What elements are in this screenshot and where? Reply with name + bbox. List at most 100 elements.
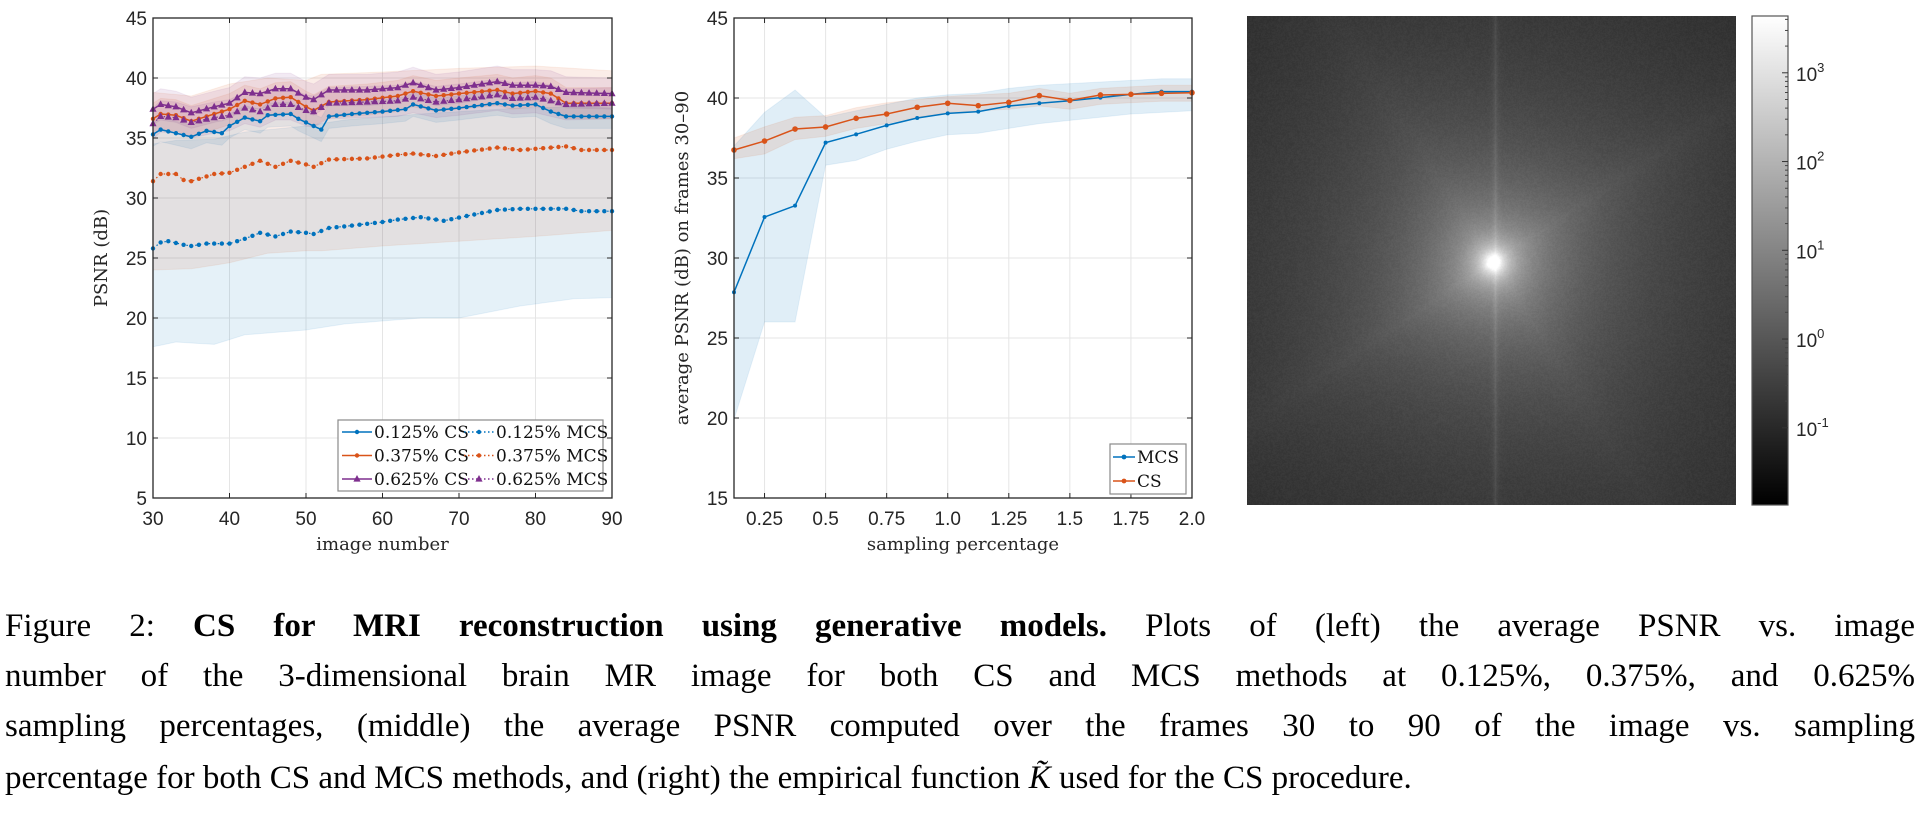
data-point: [212, 129, 217, 135]
data-point: [410, 215, 416, 221]
data-point: [547, 96, 555, 104]
data-point: [395, 107, 400, 113]
data-point: [311, 164, 316, 169]
data-point: [326, 157, 332, 162]
data-point: [525, 147, 531, 152]
data-point: [265, 232, 270, 237]
data-point: [579, 209, 584, 214]
data-point: [456, 105, 462, 111]
data-point: [409, 93, 417, 100]
data-point: [242, 236, 247, 241]
data-point: [271, 84, 279, 92]
data-point: [386, 97, 394, 104]
data-point: [210, 113, 218, 121]
data-point: [187, 108, 195, 116]
caption-line-4: percentage for both CS and MCS methods, …: [5, 758, 1915, 798]
data-point: [349, 156, 355, 162]
data-point: [265, 113, 270, 118]
empirical-function-k-heatmap: [1247, 16, 1736, 505]
data-point: [487, 146, 492, 151]
middle-x-tick-label: 0.25: [746, 509, 783, 530]
data-point: [792, 126, 798, 132]
data-point: [265, 99, 270, 104]
data-point: [478, 80, 486, 87]
data-point: [426, 216, 431, 221]
data-point: [472, 103, 477, 109]
data-point: [180, 105, 188, 113]
data-point: [594, 209, 599, 214]
data-point: [823, 140, 828, 145]
caption-text: used for the CS procedure.: [1058, 760, 1412, 796]
data-point: [556, 206, 561, 211]
colorbar-scale: [1751, 15, 1789, 506]
data-point: [502, 207, 508, 212]
data-point: [486, 91, 494, 99]
data-point: [479, 102, 485, 108]
data-point: [189, 243, 194, 249]
left-x-tick-label: 50: [295, 509, 316, 530]
data-point: [166, 239, 171, 244]
data-point: [196, 242, 202, 247]
data-point: [371, 97, 379, 105]
left-y-axis-label: PSNR (dB): [91, 209, 112, 307]
data-point: [365, 156, 370, 161]
data-point: [355, 98, 364, 105]
data-point: [403, 107, 408, 112]
data-point: [424, 96, 432, 103]
data-point: [944, 100, 951, 107]
data-point: [525, 89, 531, 95]
data-point: [577, 100, 585, 107]
data-point: [579, 147, 584, 153]
data-point: [334, 225, 339, 230]
data-point: [441, 93, 446, 98]
data-point: [210, 102, 218, 110]
data-point: [395, 93, 400, 99]
data-point: [401, 81, 410, 88]
data-point: [602, 147, 607, 153]
left-y-tick-label: 5: [136, 489, 147, 510]
data-point: [1067, 97, 1073, 104]
data-point: [472, 212, 477, 217]
data-point: [472, 148, 477, 153]
data-point: [189, 134, 194, 139]
legend-marker: [1121, 454, 1127, 460]
data-point: [456, 215, 462, 220]
left-x-tick-label: 60: [372, 509, 393, 530]
data-point: [264, 104, 272, 111]
legend-box: [1109, 443, 1187, 495]
colorbar-tick-label: 10-1: [1796, 415, 1829, 441]
data-point: [157, 100, 165, 107]
middle-x-tick-label: 1.75: [1112, 509, 1149, 530]
data-point: [456, 150, 462, 155]
data-point: [242, 115, 247, 120]
data-point: [478, 92, 486, 100]
data-point: [539, 81, 547, 89]
middle-psnr-vs-sampling-chart: 0.25 0.5 0.75 1.0 1.25 1.5 1.75 2.0 15 20 25 30 35 40…: [672, 9, 1205, 555]
middle-legend: MCS CS: [1109, 443, 1187, 495]
data-point: [164, 113, 172, 120]
data-point: [570, 100, 578, 107]
data-point: [202, 104, 211, 112]
data-point: [487, 88, 492, 93]
data-point: [234, 119, 240, 125]
data-point: [340, 98, 348, 106]
data-point: [365, 221, 370, 226]
data-point: [264, 87, 272, 94]
middle-x-axis-label: sampling percentage: [867, 534, 1059, 555]
data-point: [387, 218, 393, 223]
data-point: [455, 95, 463, 103]
data-point: [579, 114, 584, 119]
data-point: [456, 91, 462, 96]
middle-y-tick-label: 25: [707, 329, 728, 350]
data-point: [410, 102, 416, 107]
data-point: [502, 146, 508, 151]
data-point: [533, 206, 538, 211]
data-point: [501, 92, 509, 100]
data-point: [325, 99, 333, 106]
data-point: [455, 83, 463, 91]
data-point: [441, 152, 446, 157]
data-point: [317, 90, 325, 98]
data-point: [1097, 92, 1104, 98]
data-point: [248, 89, 257, 96]
data-point: [319, 161, 324, 166]
